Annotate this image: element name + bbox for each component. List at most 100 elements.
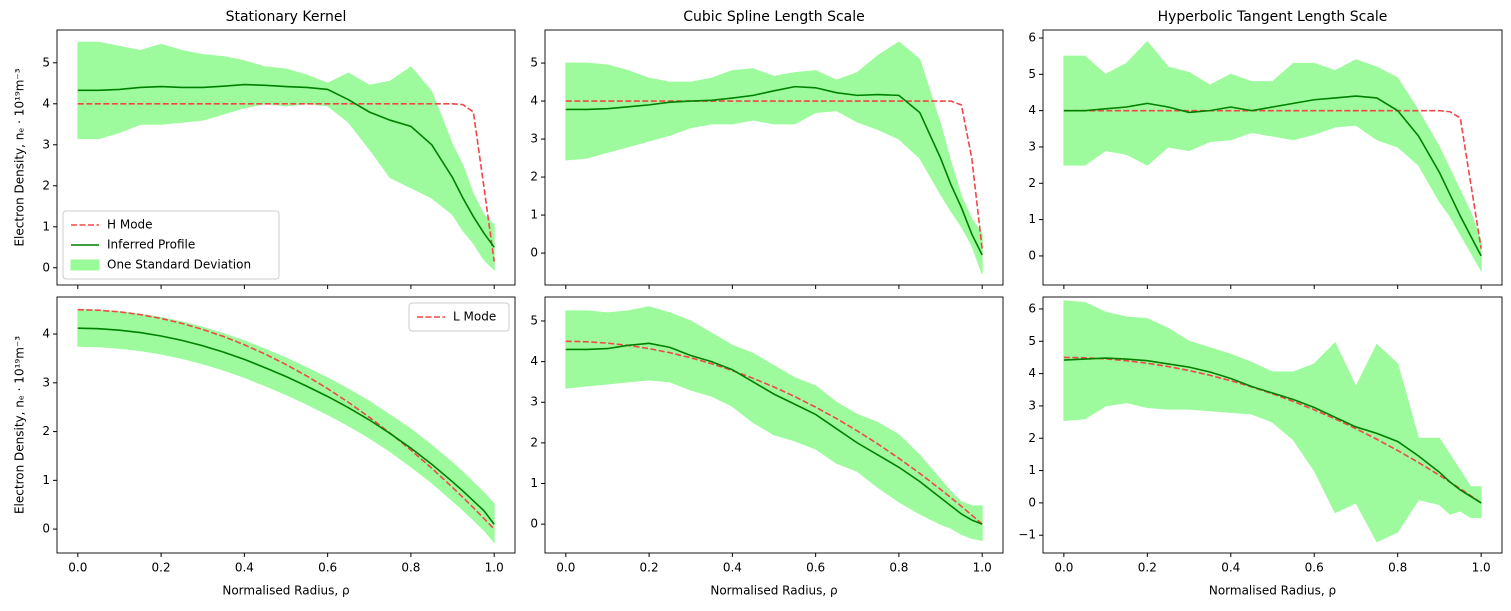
y-tick-label: 3: [1028, 398, 1036, 412]
legend-label: H Mode: [107, 218, 153, 232]
y-tick-label: 2: [42, 424, 50, 438]
inferred-line: [1063, 357, 1482, 504]
subplot-title: Hyperbolic Tangent Length Scale: [1158, 9, 1388, 25]
reference-line: [77, 102, 495, 262]
x-tick-label: 1.0: [1472, 561, 1491, 575]
x-tick-label: 0.0: [68, 561, 87, 575]
legend-swatch: [70, 259, 100, 271]
y-tick-label: 1: [530, 476, 538, 490]
y-tick-label: 3: [42, 375, 50, 389]
legend: L Mode: [408, 302, 510, 332]
std-band: [1063, 300, 1482, 543]
y-tick-label: 1: [1028, 212, 1036, 226]
x-tick-label: 0.8: [401, 561, 420, 575]
reference-line: [1063, 109, 1482, 249]
y-tick-label: 3: [530, 395, 538, 409]
y-tick-label: −1: [1018, 528, 1036, 542]
legend: H Mode Inferred Profile One Standard Devia…: [62, 210, 280, 280]
reference-line: [77, 308, 495, 530]
y-tick-label: 5: [530, 56, 538, 70]
y-tick-label: 1: [1028, 463, 1036, 477]
y-tick-label: 2: [1028, 431, 1036, 445]
y-tick-label: 1: [530, 208, 538, 222]
y-tick-label: 2: [1028, 176, 1036, 190]
y-tick-label: 3: [530, 132, 538, 146]
std-band: [1063, 40, 1482, 273]
y-tick-label: 5: [1028, 67, 1036, 81]
plot-area: [77, 41, 495, 272]
y-tick-label: 3: [42, 137, 50, 151]
subplot: −1 0 1 2 3 4 5 6 0.0 0.2 0.4 0.6 0.8 1.0 Normalised Ra…: [1018, 296, 1503, 598]
axes-frame: [544, 29, 1004, 286]
legend-label: Inferred Profile: [107, 238, 195, 252]
x-tick-label: 0.8: [889, 561, 908, 575]
inferred-line: [565, 342, 983, 525]
x-tick-label: 0.2: [1138, 561, 1157, 575]
y-tick-label: 2: [42, 178, 50, 192]
std-band: [77, 41, 495, 272]
x-tick-label: 0.2: [640, 561, 659, 575]
x-axis-label: Normalised Radius, ρ: [1209, 584, 1336, 598]
subplot: 0 1 2 3 4 5 Cubic Spline Length Scale: [530, 9, 1004, 289]
x-tick-label: 0.0: [1054, 561, 1073, 575]
y-tick-label: 4: [1028, 366, 1036, 380]
y-tick-label: 5: [1028, 334, 1036, 348]
legend-box: [62, 210, 280, 280]
y-tick-label: 0: [42, 260, 50, 274]
x-tick-label: 0.4: [235, 561, 254, 575]
y-axis-label: Electron Density, nₑ · 10¹⁹m⁻³: [13, 336, 27, 514]
reference-line: [565, 100, 983, 250]
y-tick-label: 0: [530, 246, 538, 260]
inferred-line: [77, 327, 495, 525]
x-tick-label: 0.4: [1221, 561, 1240, 575]
x-axis-label: Normalised Radius, ρ: [222, 584, 349, 598]
subplot: 0 1 2 3 4 5 6 Hyperbolic Tangent Length Scale: [1028, 9, 1503, 289]
x-tick-label: 0.6: [1305, 561, 1324, 575]
std-band: [565, 41, 983, 275]
inferred-line: [1063, 95, 1482, 257]
axes-frame: [56, 296, 516, 554]
plot-area: [77, 308, 495, 544]
x-tick-label: 0.6: [806, 561, 825, 575]
subplot-title: Stationary Kernel: [226, 9, 347, 25]
reference-line: [1063, 356, 1482, 504]
y-tick-label: 4: [42, 327, 50, 341]
y-tick-label: 2: [530, 435, 538, 449]
y-tick-label: 5: [530, 313, 538, 327]
subplot: 0 1 2 3 4 5 Stationary Kernel Electron Density,…: [13, 9, 516, 289]
inferred-line: [77, 83, 495, 248]
legend-label: One Standard Deviation: [107, 258, 251, 272]
x-tick-label: 1.0: [973, 561, 992, 575]
x-axis-label: Normalised Radius, ρ: [710, 584, 837, 598]
y-tick-label: 6: [1028, 30, 1036, 44]
x-tick-label: 0.4: [723, 561, 742, 575]
y-tick-label: 4: [530, 94, 538, 108]
axes-frame: [56, 29, 516, 286]
y-tick-label: 4: [530, 354, 538, 368]
subplot-title: Cubic Spline Length Scale: [683, 9, 864, 25]
plot-area: [565, 41, 983, 275]
plot-area: [565, 306, 983, 542]
y-tick-label: 1: [42, 473, 50, 487]
subplot: 0 1 2 3 4 0.0 0.2 0.4 0.6 0.8 1.0 Normalised Radius…: [13, 296, 516, 598]
y-tick-label: 3: [1028, 139, 1036, 153]
axes-frame: [1042, 296, 1503, 554]
y-tick-label: 5: [42, 55, 50, 69]
legend-box: [408, 302, 510, 332]
subplot: 0 1 2 3 4 5 0.0 0.2 0.4 0.6 0.8 1.0 Normalised Radiu…: [530, 296, 1004, 598]
reference-line: [565, 340, 983, 525]
x-tick-label: 0.6: [318, 561, 337, 575]
plot-area: [1063, 40, 1482, 273]
y-tick-label: 0: [1028, 248, 1036, 262]
legend-label: L Mode: [453, 310, 496, 324]
y-tick-label: 0: [1028, 495, 1036, 509]
axes-frame: [544, 296, 1004, 554]
y-tick-label: 4: [1028, 103, 1036, 117]
y-tick-label: 0: [42, 522, 50, 536]
inferred-line: [565, 85, 983, 256]
std-band: [565, 306, 983, 542]
x-tick-label: 0.2: [152, 561, 171, 575]
std-band: [77, 309, 495, 544]
y-axis-label: Electron Density, nₑ · 10¹⁹m⁻³: [13, 68, 27, 246]
